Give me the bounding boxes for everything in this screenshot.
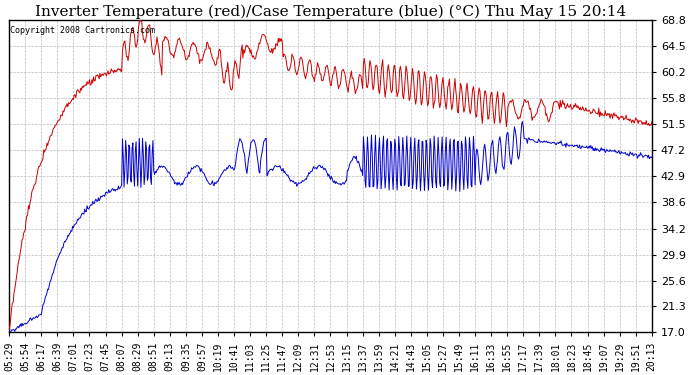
Text: Copyright 2008 Cartronics.com: Copyright 2008 Cartronics.com xyxy=(10,26,155,35)
Title: Inverter Temperature (red)/Case Temperature (blue) (°C) Thu May 15 20:14: Inverter Temperature (red)/Case Temperat… xyxy=(35,4,626,18)
